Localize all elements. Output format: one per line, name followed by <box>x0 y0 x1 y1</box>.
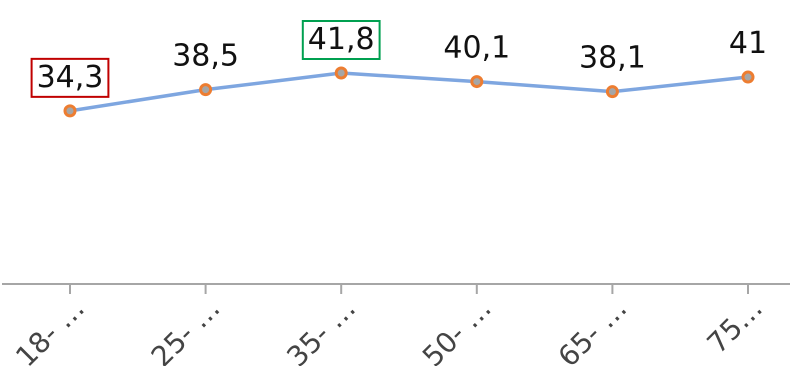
data-label: 41 <box>729 26 767 61</box>
markers-group <box>63 66 755 118</box>
x-tick-label: 25- … <box>145 292 227 366</box>
x-axis <box>2 283 790 294</box>
data-point <box>605 85 619 99</box>
highlight-box <box>30 57 110 98</box>
x-tick-label: 35- … <box>280 292 362 366</box>
data-point <box>334 66 348 80</box>
series-line <box>69 71 749 113</box>
data-label: 34,3 <box>37 60 104 95</box>
data-label: 38,5 <box>172 39 239 74</box>
highlight-box <box>301 20 381 60</box>
x-tick-label: 50- … <box>416 292 498 366</box>
data-label: 38,1 <box>579 41 646 76</box>
data-label: 40,1 <box>443 31 510 66</box>
x-tick-label: 65- … <box>552 292 634 366</box>
data-point <box>63 104 77 118</box>
data-point <box>470 75 484 89</box>
data-point <box>199 83 213 97</box>
series-line-group <box>69 71 749 113</box>
data-labels-group: 34,3 38,5 41,8 40,1 38,1 41 <box>30 20 767 98</box>
tick-labels-group: 18- … 25- … 35- … 50- … 65- … 75… <box>9 292 769 366</box>
x-tick-label: 75… <box>701 292 769 360</box>
data-point <box>741 70 755 84</box>
x-tick-label: 18- … <box>9 292 91 366</box>
data-label: 41,8 <box>308 22 375 57</box>
